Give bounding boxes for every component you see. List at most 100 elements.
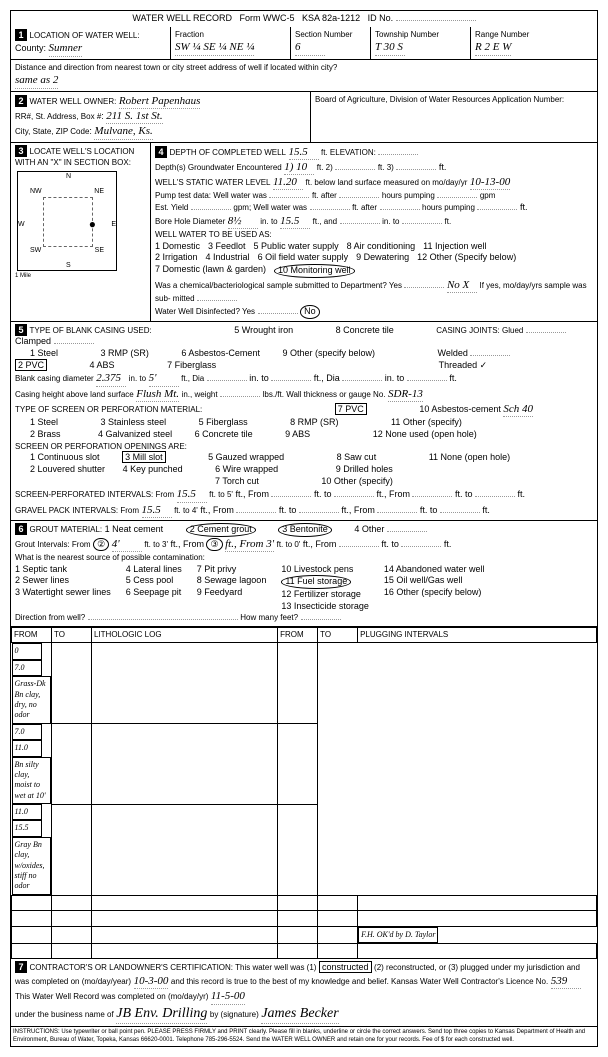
swl: 11.20 bbox=[273, 175, 303, 190]
h-to: TO bbox=[52, 628, 92, 643]
use4: 4 Industrial bbox=[206, 252, 250, 264]
s10b: Sch 40 bbox=[503, 402, 533, 417]
s12: 12 None used (open hole) bbox=[373, 429, 477, 439]
sec1: 1 bbox=[15, 29, 27, 41]
twp-label: Township Number bbox=[375, 30, 439, 39]
perf-label: SCREEN-PERFORATED INTERVALS: From bbox=[15, 490, 174, 499]
use2: 2 Irrigation bbox=[155, 252, 198, 264]
gravel-label: GRAVEL PACK INTERVALS: From bbox=[15, 506, 139, 515]
perf-from: 15.5 bbox=[177, 487, 207, 502]
h-from: FROM bbox=[12, 628, 52, 643]
fraction: SW ¼ SE ¼ NE ¼ bbox=[175, 40, 254, 55]
disinfect: Water Well Disinfected? Yes bbox=[155, 307, 255, 316]
int-label: Grout Intervals: From bbox=[15, 540, 91, 549]
grout-label: GROUT MATERIAL: bbox=[30, 525, 103, 534]
c6: 6 Asbestos-Cement bbox=[181, 348, 260, 358]
bore-into: in. to bbox=[382, 217, 399, 226]
ct6: 6 Seepage pit bbox=[126, 587, 182, 597]
sec5: 5 bbox=[15, 324, 27, 336]
section-diagram: N S W E NW NE SW SE ● bbox=[17, 171, 117, 271]
bore-in: in. to bbox=[260, 217, 277, 226]
joints-label: CASING JOINTS: Glued bbox=[436, 326, 523, 335]
idno: ID No. bbox=[368, 13, 394, 23]
contam-label: What is the nearest source of possible c… bbox=[15, 553, 205, 562]
j1: Clamped bbox=[15, 336, 51, 346]
j3: Threaded ✓ bbox=[439, 360, 488, 370]
dia-to: 5' bbox=[149, 371, 179, 386]
wall: SDR-13 bbox=[388, 387, 423, 402]
log-sig: F.H. OK'd by D. Taylor bbox=[358, 927, 438, 943]
dist-label: Distance and direction from nearest town… bbox=[15, 63, 337, 72]
s4: 4 Galvanized steel bbox=[98, 429, 172, 439]
g1: 1 Neat cement bbox=[105, 524, 164, 534]
sec-label: Section Number bbox=[295, 30, 352, 39]
dia-in: in. to bbox=[129, 374, 146, 383]
sec4: 4 bbox=[155, 146, 167, 158]
addr: 211 S. 1st St. bbox=[106, 109, 162, 124]
casing-label: TYPE OF BLANK CASING USED: bbox=[30, 326, 152, 335]
ct14: 14 Abandoned water well bbox=[384, 564, 485, 574]
c1: 1 Steel bbox=[30, 348, 58, 358]
dist: same as 2 bbox=[15, 73, 58, 88]
sec2: 2 bbox=[15, 95, 27, 107]
h-plug: PLUGGING INTERVALS bbox=[358, 628, 597, 643]
int1a: 4' bbox=[112, 537, 142, 552]
pump-gpm: gpm bbox=[480, 191, 496, 200]
g2: 2 Cement grout bbox=[186, 523, 256, 537]
s3: 3 Stainless steel bbox=[101, 417, 167, 427]
r0-lith: Grass-Dk Bn clay, dry, no odor bbox=[12, 676, 52, 724]
use12: 12 Other (Specify below) bbox=[417, 252, 516, 264]
bore-ft2: ft. bbox=[445, 217, 452, 226]
ct3: 3 Watertight sewer lines bbox=[15, 587, 111, 597]
int2: ft., From 3' bbox=[225, 537, 274, 552]
j2: Welded bbox=[438, 348, 468, 358]
o10: 10 Other (specify) bbox=[321, 476, 393, 486]
g4: 4 Other bbox=[354, 524, 384, 534]
c2: 2 PVC bbox=[15, 359, 47, 371]
o8: 8 Saw cut bbox=[337, 452, 377, 462]
g3: 3 Bentonite bbox=[278, 523, 332, 537]
ct13: 13 Insecticide storage bbox=[281, 601, 369, 611]
ct7: 7 Pit privy bbox=[197, 564, 237, 574]
cert-date2: 11-5-00 bbox=[211, 989, 245, 1004]
pump-hours: hours pumping bbox=[382, 191, 435, 200]
depth-val: 15.5 bbox=[289, 145, 319, 160]
s11: 11 Other (specify) bbox=[391, 417, 462, 427]
cert-sig: James Becker bbox=[261, 1005, 338, 1024]
use5: 5 Public water supply bbox=[254, 241, 339, 253]
s9: 9 ABS bbox=[285, 429, 310, 439]
owner-name: Robert Papenhaus bbox=[119, 94, 201, 109]
use3: 3 Feedlot bbox=[208, 241, 246, 253]
form: Form WWC-5 bbox=[240, 13, 295, 23]
est-after: ft. after bbox=[352, 203, 377, 212]
depth-label: DEPTH OF COMPLETED WELL bbox=[170, 148, 286, 157]
addr-label: RR#, St. Address, Box # bbox=[15, 112, 101, 121]
o3: 3 Mill slot bbox=[122, 451, 166, 463]
use-label: WELL WATER TO BE USED AS: bbox=[155, 230, 272, 239]
c3: 3 RMP (SR) bbox=[101, 348, 149, 358]
o4: 4 Key punched bbox=[123, 464, 183, 474]
r1-to: 11.0 bbox=[12, 740, 42, 756]
swl-date: 10-13-00 bbox=[470, 175, 510, 190]
swl-unit: ft. below land surface measured on mo/da… bbox=[306, 178, 468, 187]
s2: 2 Brass bbox=[30, 429, 61, 439]
township: T 30 S bbox=[375, 40, 405, 55]
gravel-from: 15.5 bbox=[142, 503, 172, 518]
dia-label: Blank casing diameter bbox=[15, 374, 94, 383]
o2: 2 Louvered shutter bbox=[30, 464, 105, 474]
bore1: 8½ bbox=[228, 214, 258, 229]
depth-unit: ft. ELEVATION: bbox=[321, 148, 376, 157]
howmany: How many feet? bbox=[240, 613, 298, 622]
c9: 9 Other (specify below) bbox=[282, 348, 375, 358]
r1-from: 7.0 bbox=[12, 724, 42, 740]
est-gpm: gpm; Well water was bbox=[233, 203, 307, 212]
title: WATER WELL RECORD bbox=[132, 13, 232, 23]
ct8: 8 Sewage lagoon bbox=[197, 575, 267, 585]
ct16: 16 Other (specify below) bbox=[384, 587, 482, 597]
ct12: 12 Fertilizer storage bbox=[281, 589, 361, 599]
cert-rest2: and this record is true to the best of m… bbox=[171, 977, 548, 986]
county: Sumner bbox=[49, 41, 83, 56]
use10: 10 Monitoring well bbox=[274, 264, 355, 278]
cert-date1: 10-3-00 bbox=[134, 974, 169, 989]
use9: 9 Dewatering bbox=[356, 252, 409, 264]
